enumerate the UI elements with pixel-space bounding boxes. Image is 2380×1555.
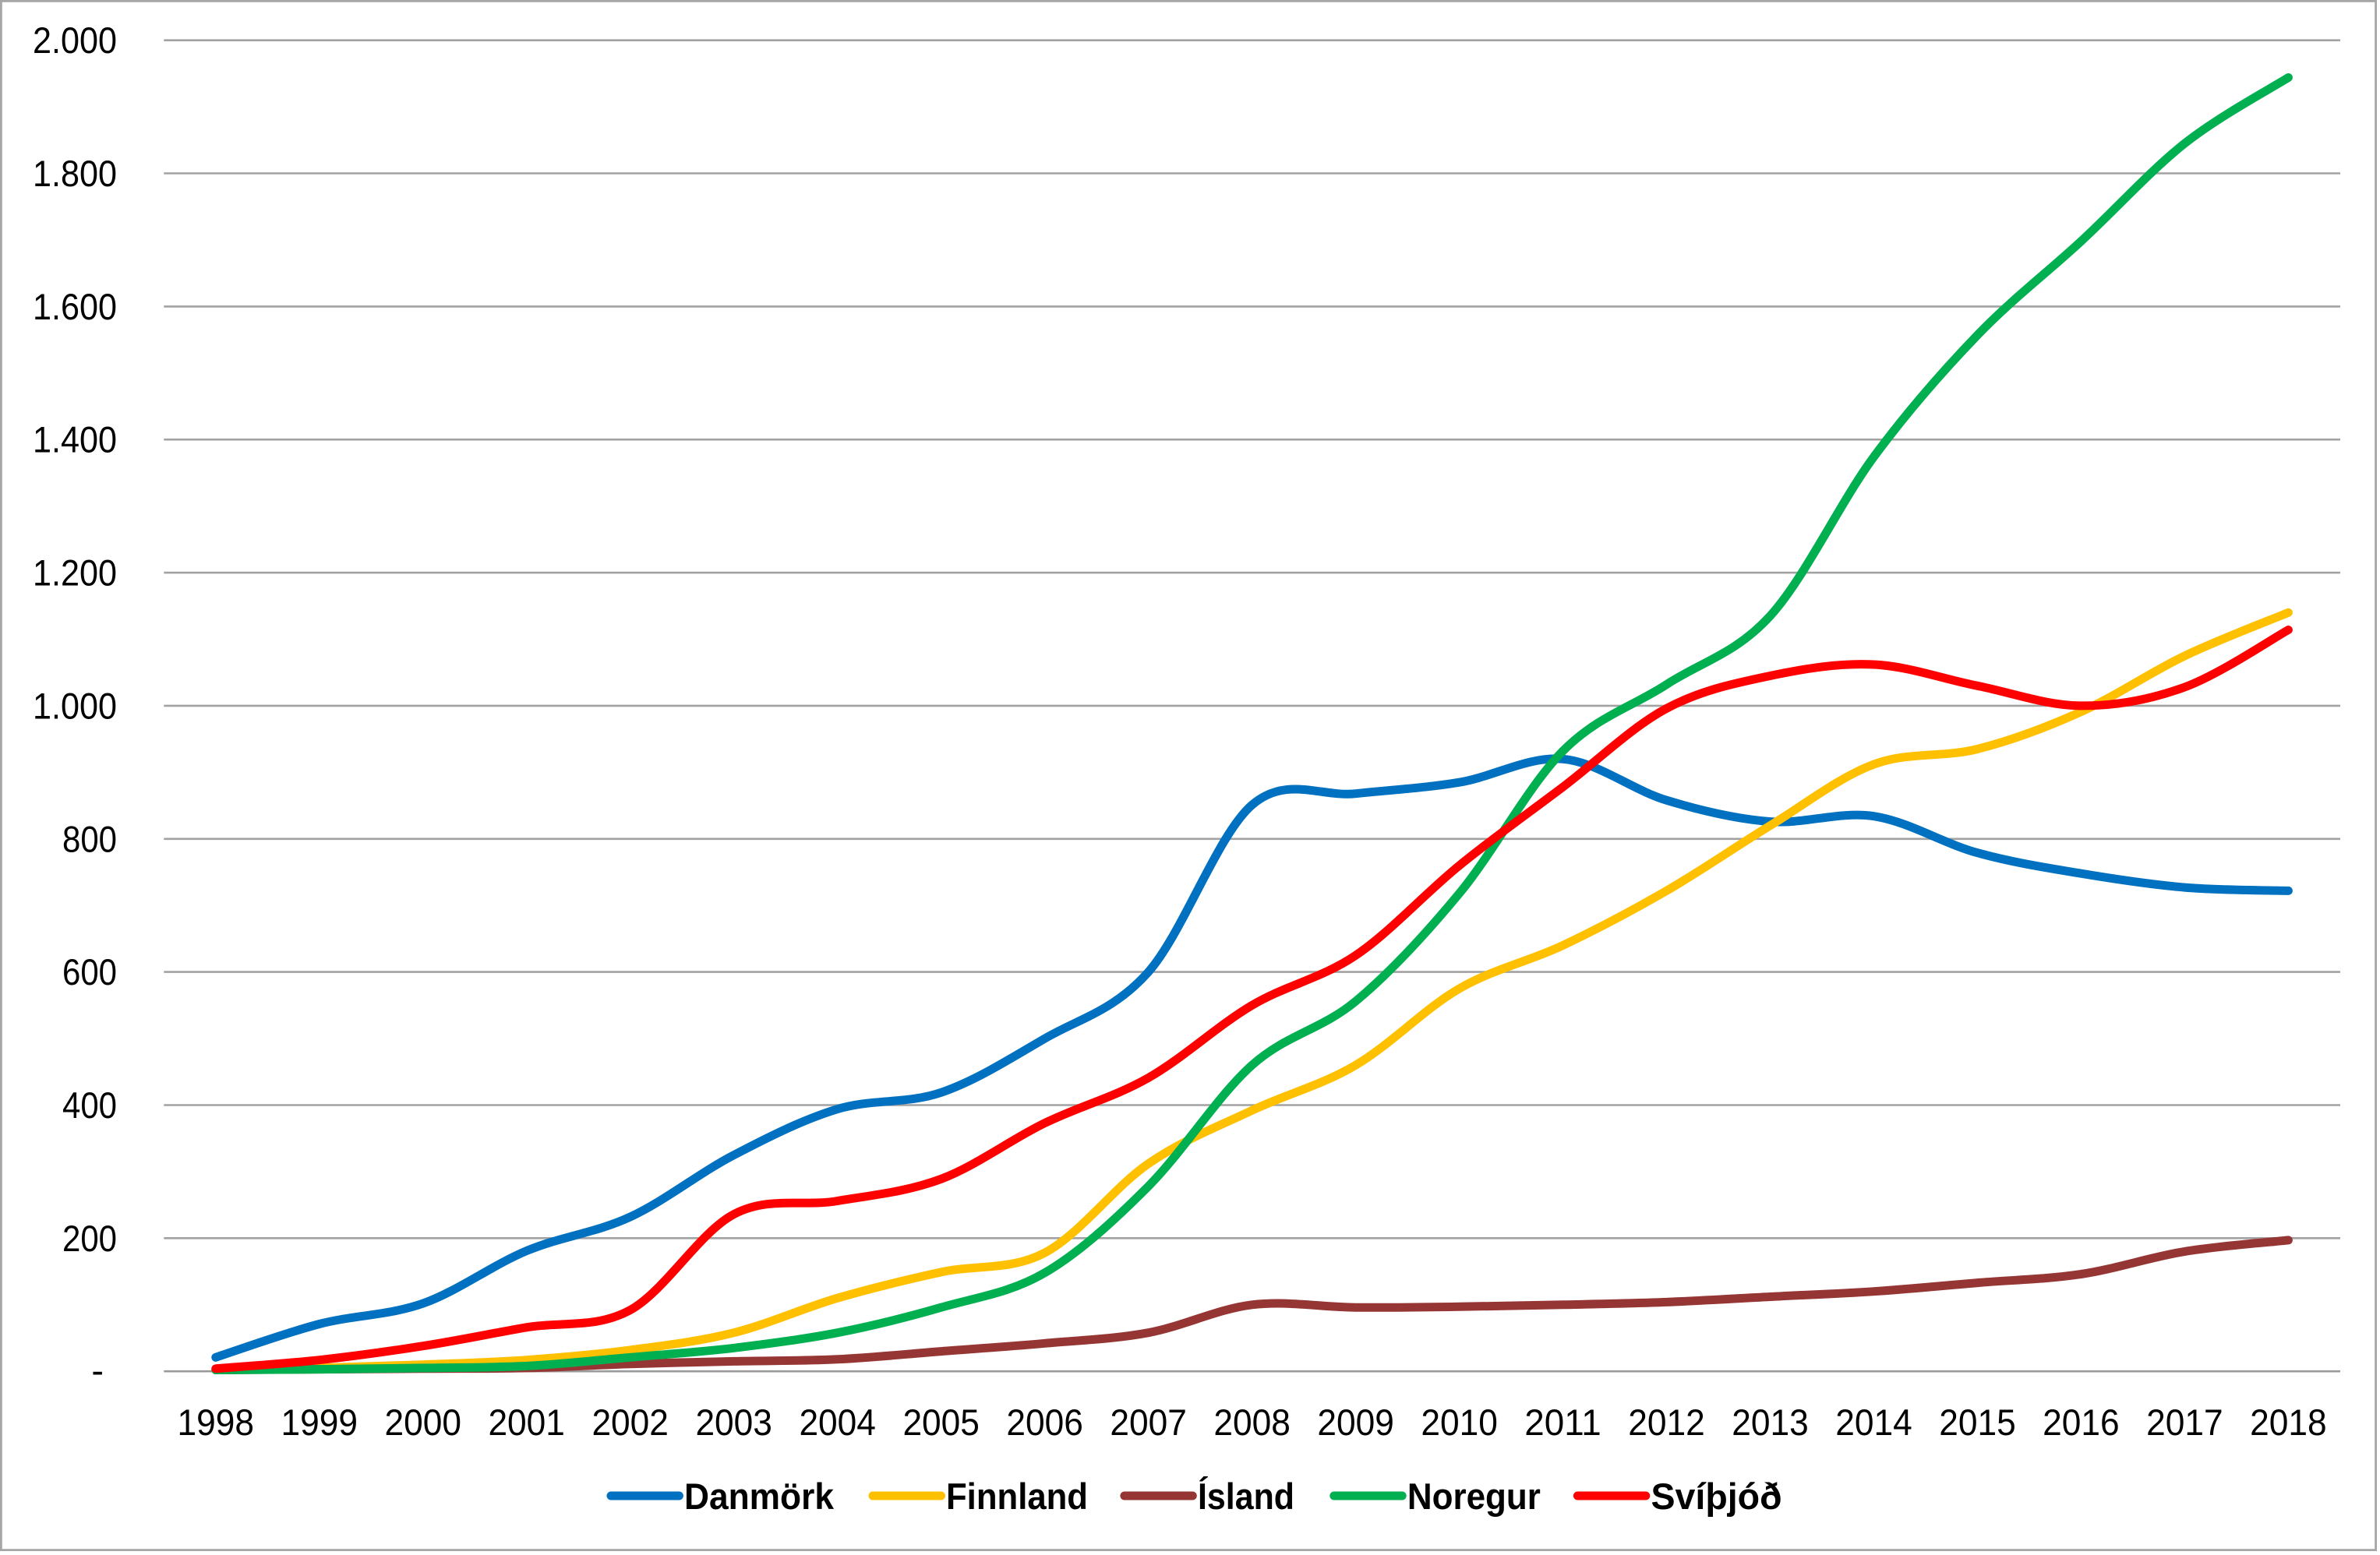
svg-text:Ísland: Ísland	[1198, 1476, 1294, 1517]
svg-text:2010: 2010	[1421, 1402, 1498, 1443]
svg-text:2003: 2003	[695, 1402, 772, 1443]
svg-text:2018: 2018	[2250, 1402, 2327, 1443]
svg-text:2008: 2008	[1213, 1402, 1291, 1443]
svg-text:Danmörk: Danmörk	[684, 1476, 835, 1517]
svg-text:2011: 2011	[1524, 1402, 1601, 1443]
svg-text:1.000: 1.000	[33, 685, 117, 726]
svg-text:1.400: 1.400	[33, 419, 117, 460]
svg-text:2004: 2004	[799, 1402, 876, 1443]
svg-text:2013: 2013	[1732, 1402, 1809, 1443]
svg-text:2007: 2007	[1110, 1402, 1187, 1443]
svg-text:1.800: 1.800	[33, 153, 117, 194]
svg-text:200: 200	[62, 1218, 117, 1259]
svg-text:2002: 2002	[591, 1402, 669, 1443]
svg-text:Svíþjóð: Svíþjóð	[1651, 1476, 1782, 1517]
svg-text:2016: 2016	[2043, 1402, 2120, 1443]
svg-text:-: -	[91, 1349, 104, 1391]
svg-text:2015: 2015	[1939, 1402, 2016, 1443]
svg-text:2017: 2017	[2146, 1402, 2223, 1443]
svg-text:Noregur: Noregur	[1407, 1476, 1541, 1517]
svg-text:2001: 2001	[488, 1402, 565, 1443]
svg-text:1.600: 1.600	[33, 286, 117, 327]
svg-text:400: 400	[62, 1084, 117, 1126]
svg-text:1998: 1998	[178, 1402, 255, 1443]
svg-text:2014: 2014	[1835, 1402, 1912, 1443]
svg-text:Finnland: Finnland	[946, 1476, 1088, 1517]
svg-text:1.200: 1.200	[33, 552, 117, 594]
svg-text:1999: 1999	[281, 1402, 358, 1443]
svg-text:2005: 2005	[902, 1402, 980, 1443]
svg-text:2012: 2012	[1628, 1402, 1705, 1443]
svg-text:2.000: 2.000	[33, 19, 117, 61]
svg-text:2000: 2000	[385, 1402, 462, 1443]
svg-text:2006: 2006	[1006, 1402, 1083, 1443]
svg-text:2009: 2009	[1317, 1402, 1394, 1443]
svg-text:800: 800	[62, 818, 117, 859]
svg-text:600: 600	[62, 951, 117, 993]
